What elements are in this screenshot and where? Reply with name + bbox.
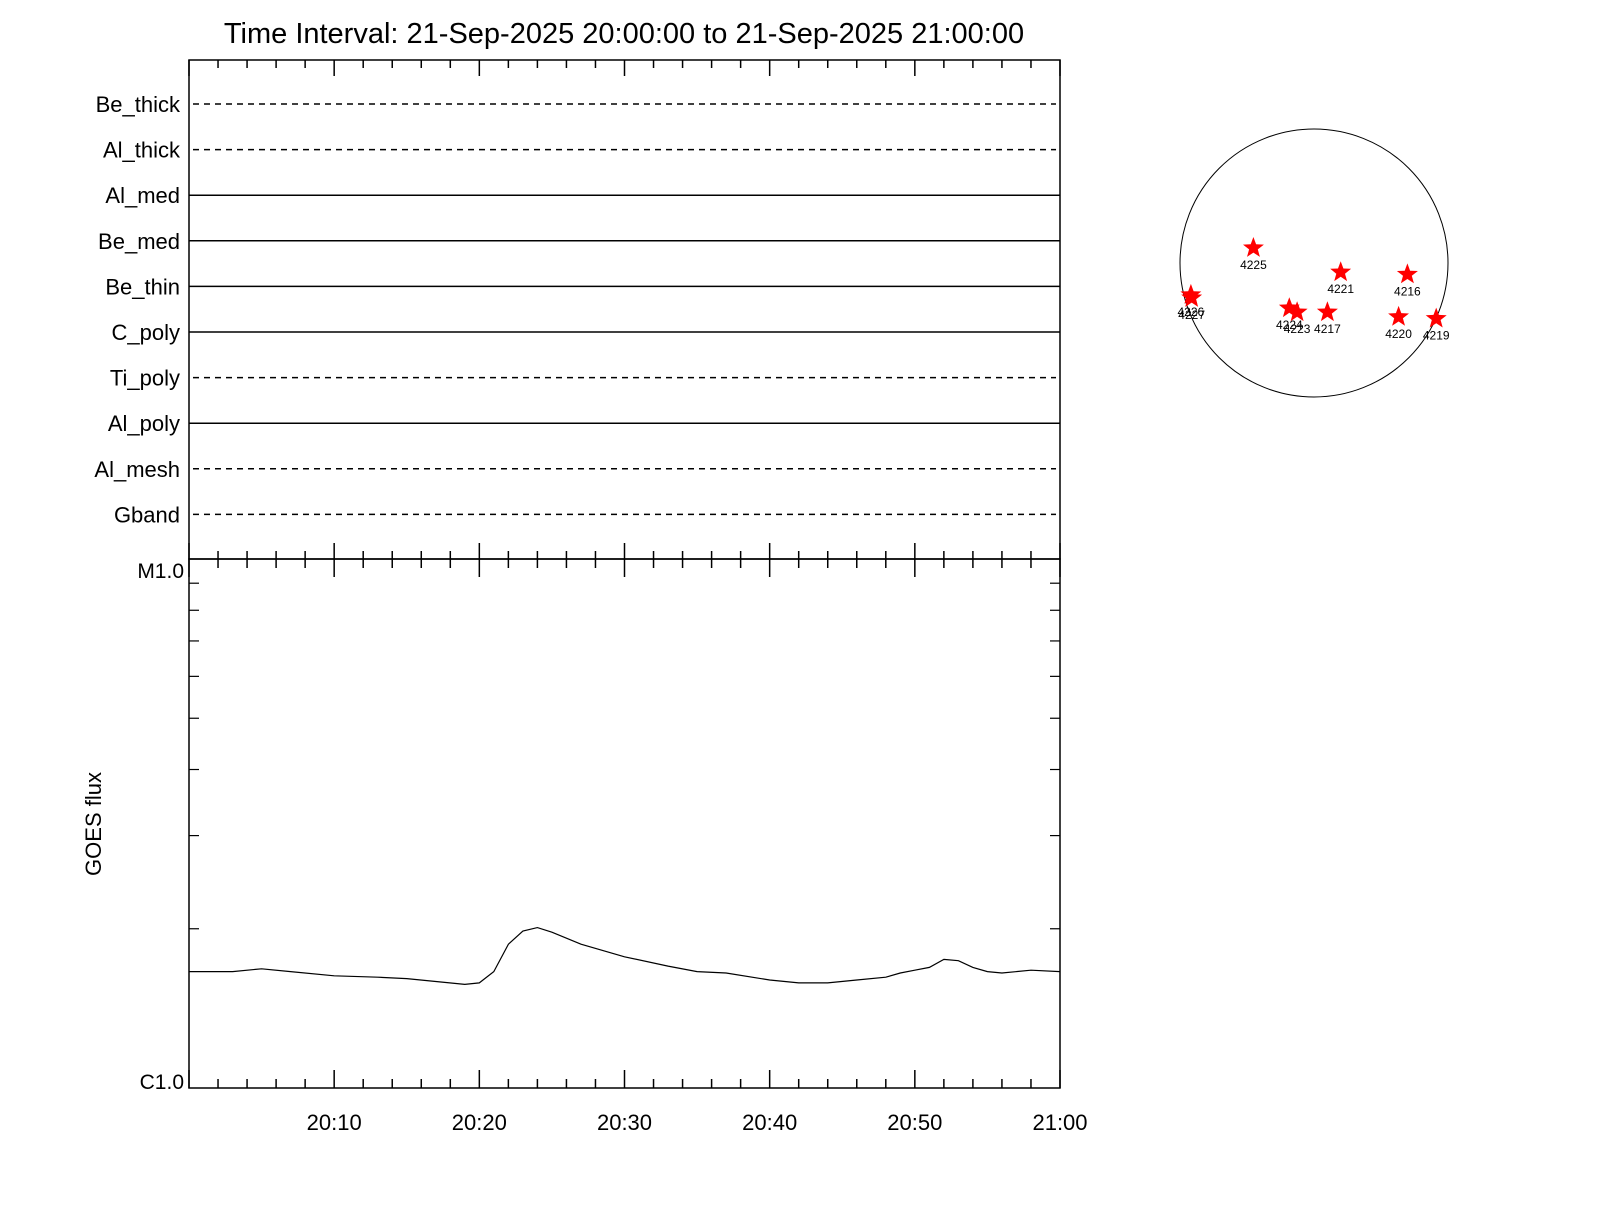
goes-flux-panel: 20:10 20:20 20:30 20:40 20:50 21:00 M1.0 C1.0 (137, 558, 1088, 1135)
detector-label: Ti_poly (110, 366, 180, 391)
detector-label: Be_thick (96, 92, 181, 117)
region-marker-star (1278, 297, 1300, 318)
x-tick-label: 20:40 (742, 1110, 797, 1135)
region-marker-star (1181, 287, 1203, 307)
chart-title: Time Interval: 21-Sep-2025 20:00:00 to 2… (224, 18, 1024, 50)
detector-label: Be_med (98, 229, 180, 254)
region-marker-star (1425, 307, 1447, 328)
x-tick-label: 21:00 (1032, 1110, 1087, 1135)
region-label: 4224 (1276, 318, 1303, 332)
y-tick-label: C1.0 (140, 1071, 184, 1094)
detector-label: Gband (114, 502, 180, 527)
solar-disk (1179, 128, 1449, 398)
region-marker-star (1388, 305, 1409, 326)
detector-label: Al_mesh (94, 457, 180, 482)
detector-label: Al_thick (103, 138, 181, 163)
detector-label: Al_med (105, 183, 180, 208)
region-marker-star (1286, 301, 1308, 322)
goes-flux-line (189, 926, 1061, 986)
detector-label: Be_thin (105, 274, 180, 299)
region-marker-star (1316, 301, 1338, 322)
region-label: 4219 (1423, 329, 1450, 343)
y-tick-label: M1.0 (137, 560, 184, 583)
y-axis-label: GOES flux (81, 772, 106, 876)
detector-label: C_poly (112, 320, 180, 345)
detector-panel-frame (188, 59, 1061, 560)
x-tick-label: 20:10 (307, 1110, 362, 1135)
region-label: 4216 (1394, 284, 1421, 298)
region-label: 4220 (1385, 327, 1412, 341)
goes-panel-frame (188, 558, 1061, 1089)
detector-panel: Be_thick Al_thick Al_med Be_med Be_thin C_pol… (94, 59, 1061, 560)
x-tick-label: 20:50 (887, 1110, 942, 1135)
x-tick-label: 20:20 (452, 1110, 507, 1135)
region-marker-star (1243, 237, 1264, 257)
region-label: 4225 (1240, 258, 1267, 272)
region-marker-star (1396, 263, 1418, 284)
detector-label: Al_poly (108, 411, 180, 436)
region-label: 4223 (1284, 322, 1311, 336)
region-label: 4221 (1327, 282, 1354, 296)
region-label: 4226 (1178, 305, 1205, 319)
x-tick-label: 20:30 (597, 1110, 652, 1135)
region-marker-star (1330, 261, 1352, 282)
region-label: 4227 (1178, 308, 1205, 322)
region-label: 4217 (1314, 322, 1341, 336)
